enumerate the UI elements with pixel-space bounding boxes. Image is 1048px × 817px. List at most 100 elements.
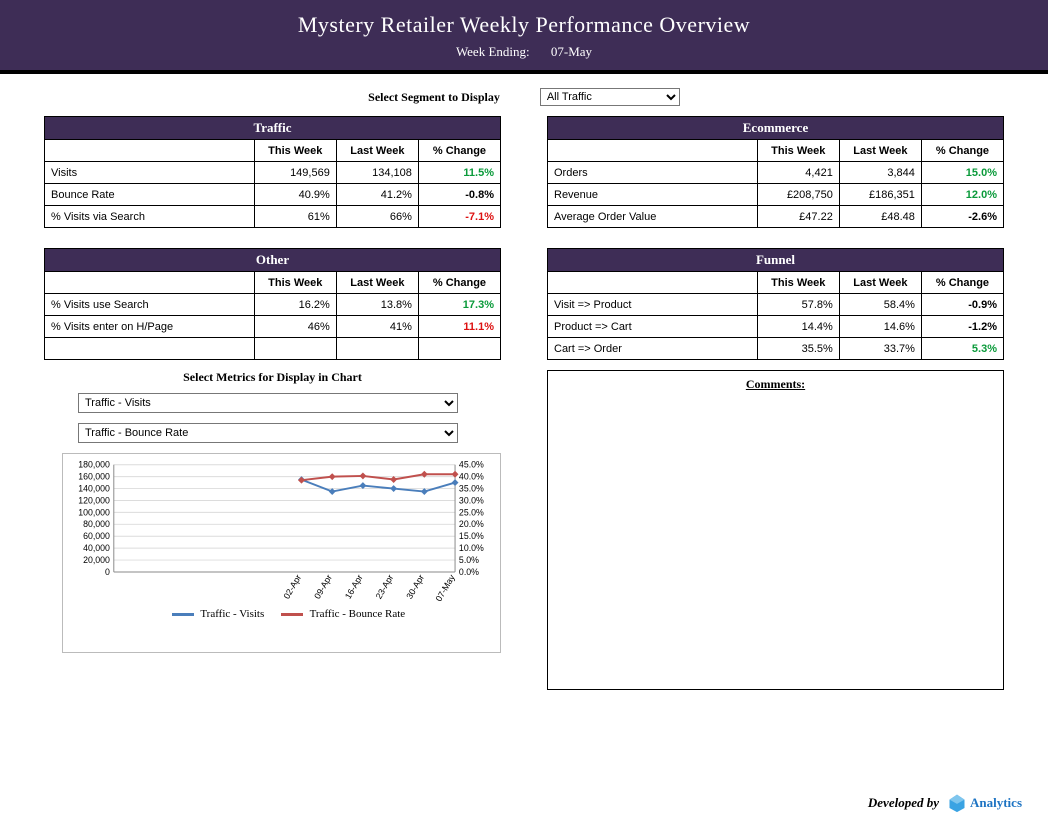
svg-text:30.0%: 30.0% bbox=[459, 495, 484, 505]
svg-text:10.0%: 10.0% bbox=[459, 543, 484, 553]
metric-label: % Visits via Search bbox=[45, 206, 255, 228]
col-header: % Change bbox=[418, 140, 500, 162]
metric-label: Visits bbox=[45, 162, 255, 184]
col-header: This Week bbox=[254, 140, 336, 162]
segment-select[interactable]: All Traffic bbox=[540, 88, 680, 106]
col-header: Last Week bbox=[839, 140, 921, 162]
metric-label: % Visits enter on H/Page bbox=[45, 316, 255, 338]
svg-text:160,000: 160,000 bbox=[78, 472, 110, 482]
pct-change-value: 11.1% bbox=[418, 316, 500, 338]
table-row: % Visits use Search 16.2% 13.8% 17.3% bbox=[45, 294, 501, 316]
last-week-value: 66% bbox=[336, 206, 418, 228]
svg-text:35.0%: 35.0% bbox=[459, 483, 484, 493]
svg-text:60,000: 60,000 bbox=[83, 531, 110, 541]
col-header: % Change bbox=[418, 272, 500, 294]
col-header: Last Week bbox=[839, 272, 921, 294]
last-week-value: 33.7% bbox=[839, 338, 921, 360]
other-table: OtherThis WeekLast Week% Change % Visits… bbox=[44, 248, 501, 360]
table-row: Cart => Order 35.5% 33.7% 5.3% bbox=[548, 338, 1004, 360]
svg-text:23-Apr: 23-Apr bbox=[374, 573, 396, 601]
metric1-select[interactable]: Traffic - Visits bbox=[78, 393, 458, 413]
table-row: Average Order Value £47.22 £48.48 -2.6% bbox=[548, 206, 1004, 228]
metric-label: Bounce Rate bbox=[45, 184, 255, 206]
this-week-value: 35.5% bbox=[757, 338, 839, 360]
pct-change-value: 5.3% bbox=[921, 338, 1003, 360]
this-week-value: 16.2% bbox=[254, 294, 336, 316]
legend-label-2: Traffic - Bounce Rate bbox=[310, 608, 406, 620]
pct-change-value bbox=[418, 338, 500, 360]
chart-container: 00.0%20,0005.0%40,00010.0%60,00015.0%80,… bbox=[62, 453, 501, 653]
svg-text:45.0%: 45.0% bbox=[459, 460, 484, 470]
svg-text:5.0%: 5.0% bbox=[459, 555, 479, 565]
analytics-icon bbox=[947, 793, 967, 813]
last-week-value: 41.2% bbox=[336, 184, 418, 206]
col-header: This Week bbox=[757, 272, 839, 294]
svg-text:15.0%: 15.0% bbox=[459, 531, 484, 541]
this-week-value: £208,750 bbox=[757, 184, 839, 206]
table-row: Revenue £208,750 £186,351 12.0% bbox=[548, 184, 1004, 206]
ecommerce-table: EcommerceThis WeekLast Week% Change Orde… bbox=[547, 116, 1004, 228]
pct-change-value: -1.2% bbox=[921, 316, 1003, 338]
this-week-value: 57.8% bbox=[757, 294, 839, 316]
this-week-value: 46% bbox=[254, 316, 336, 338]
brand-logo: Analytics bbox=[947, 793, 1022, 813]
this-week-value: 61% bbox=[254, 206, 336, 228]
brand-text: Analytics bbox=[970, 795, 1022, 811]
svg-text:02-Apr: 02-Apr bbox=[281, 573, 303, 601]
last-week-value: 14.6% bbox=[839, 316, 921, 338]
pct-change-value: -0.8% bbox=[418, 184, 500, 206]
this-week-value: 14.4% bbox=[757, 316, 839, 338]
svg-text:140,000: 140,000 bbox=[78, 483, 110, 493]
svg-text:07-May: 07-May bbox=[434, 572, 458, 603]
last-week-value: 134,108 bbox=[336, 162, 418, 184]
pct-change-value: 17.3% bbox=[418, 294, 500, 316]
week-ending-label: Week Ending: bbox=[456, 44, 530, 59]
pct-change-value: -2.6% bbox=[921, 206, 1003, 228]
svg-text:09-Apr: 09-Apr bbox=[312, 573, 334, 601]
this-week-value: 4,421 bbox=[757, 162, 839, 184]
svg-text:30-Apr: 30-Apr bbox=[404, 573, 426, 601]
metric-label: Revenue bbox=[548, 184, 758, 206]
developed-by-label: Developed by bbox=[868, 795, 939, 811]
svg-text:40,000: 40,000 bbox=[83, 543, 110, 553]
last-week-value: 58.4% bbox=[839, 294, 921, 316]
col-header: % Change bbox=[921, 272, 1003, 294]
chart-metrics-label: Select Metrics for Display in Chart bbox=[44, 370, 501, 385]
metric-label: Visit => Product bbox=[548, 294, 758, 316]
footer: Developed by Analytics bbox=[868, 793, 1022, 813]
line-chart: 00.0%20,0005.0%40,00010.0%60,00015.0%80,… bbox=[67, 458, 496, 606]
metric2-select[interactable]: Traffic - Bounce Rate bbox=[78, 423, 458, 443]
pct-change-value: 15.0% bbox=[921, 162, 1003, 184]
last-week-value bbox=[336, 338, 418, 360]
svg-text:0: 0 bbox=[105, 567, 110, 577]
chart-legend: Traffic - Visits Traffic - Bounce Rate bbox=[67, 606, 496, 624]
table-row: % Visits via Search 61% 66% -7.1% bbox=[45, 206, 501, 228]
col-header: % Change bbox=[921, 140, 1003, 162]
pct-change-value: -7.1% bbox=[418, 206, 500, 228]
this-week-value bbox=[254, 338, 336, 360]
other-title: Other bbox=[45, 249, 501, 272]
metric-label: Average Order Value bbox=[548, 206, 758, 228]
svg-text:120,000: 120,000 bbox=[78, 495, 110, 505]
metric-label: Cart => Order bbox=[548, 338, 758, 360]
table-row bbox=[45, 338, 501, 360]
col-header: This Week bbox=[757, 140, 839, 162]
svg-text:180,000: 180,000 bbox=[78, 460, 110, 470]
last-week-value: £48.48 bbox=[839, 206, 921, 228]
comments-title: Comments: bbox=[554, 377, 997, 392]
table-row: % Visits enter on H/Page 46% 41% 11.1% bbox=[45, 316, 501, 338]
this-week-value: 40.9% bbox=[254, 184, 336, 206]
last-week-value: 41% bbox=[336, 316, 418, 338]
ecommerce-title: Ecommerce bbox=[548, 117, 1004, 140]
metric-label bbox=[45, 338, 255, 360]
last-week-value: 3,844 bbox=[839, 162, 921, 184]
svg-text:20.0%: 20.0% bbox=[459, 519, 484, 529]
page-title: Mystery Retailer Weekly Performance Over… bbox=[0, 12, 1048, 38]
svg-text:100,000: 100,000 bbox=[78, 507, 110, 517]
funnel-table: FunnelThis WeekLast Week% Change Visit =… bbox=[547, 248, 1004, 360]
comments-box[interactable]: Comments: bbox=[547, 370, 1004, 690]
col-header: Last Week bbox=[336, 140, 418, 162]
pct-change-value: -0.9% bbox=[921, 294, 1003, 316]
funnel-title: Funnel bbox=[548, 249, 1004, 272]
svg-text:0.0%: 0.0% bbox=[459, 567, 479, 577]
